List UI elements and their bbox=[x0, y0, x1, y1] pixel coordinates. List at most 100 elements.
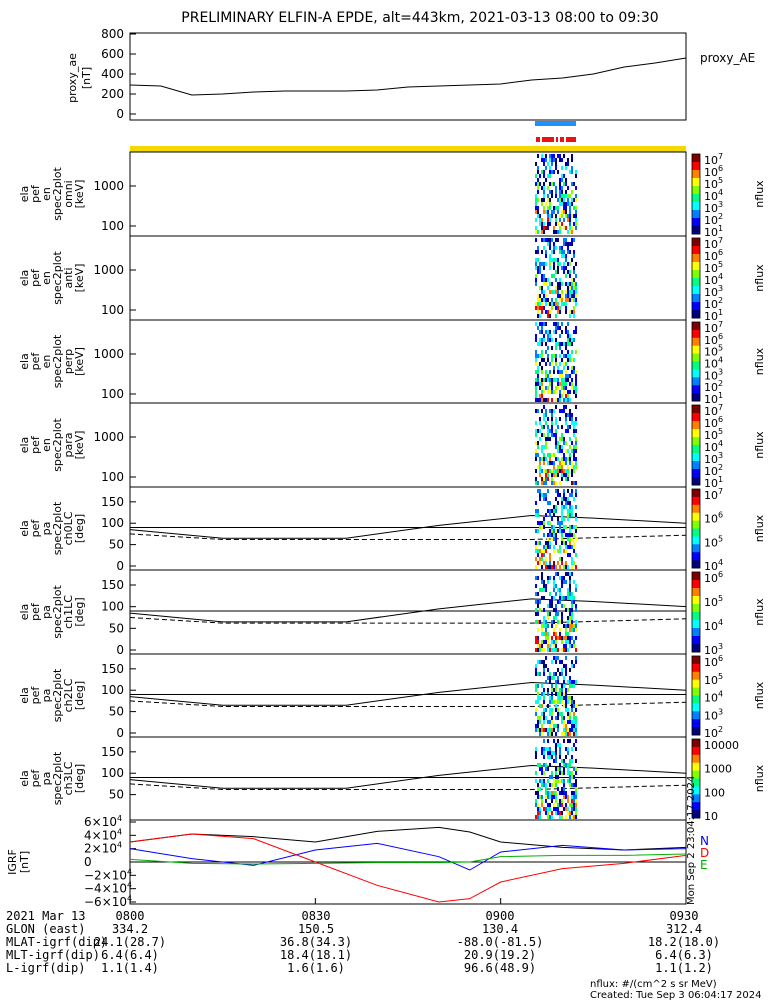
colorbar-tick-label: 106 bbox=[704, 332, 723, 347]
igrf-ytick-label-base: 6×10 bbox=[84, 815, 117, 829]
colorbar-segment bbox=[692, 544, 700, 547]
spectrogram-pixel bbox=[573, 469, 575, 473]
spectrogram-pixel bbox=[563, 525, 565, 529]
colorbar-label: nflux bbox=[753, 264, 766, 292]
spectrogram-pixel bbox=[571, 644, 573, 648]
spectrogram-pixel bbox=[567, 425, 569, 429]
spectrogram-pixel bbox=[545, 481, 547, 485]
spectrogram-pixel bbox=[547, 755, 549, 759]
spectrogram-pixel bbox=[535, 712, 537, 716]
spectrogram-pixel bbox=[561, 811, 563, 815]
igrf-ytick-label-exp: 4 bbox=[127, 867, 132, 876]
spectrogram-pixel bbox=[541, 366, 543, 370]
spectrogram-pixel bbox=[543, 226, 545, 230]
spectrogram-pixel bbox=[573, 803, 575, 807]
spectrogram-pixel bbox=[571, 342, 573, 346]
panel-ylabel-line: pef bbox=[29, 184, 42, 203]
spectrogram-pixel bbox=[547, 521, 549, 525]
spectrogram-pixel bbox=[545, 238, 547, 242]
spectrogram-pixel bbox=[549, 529, 551, 533]
colorbar-tick-label-exp: 2 bbox=[718, 296, 723, 305]
spectrogram-pixel bbox=[549, 708, 551, 712]
spectrogram-pixel bbox=[573, 338, 575, 342]
footer-row-label: GLON (east) bbox=[6, 922, 85, 936]
colorbar-tick-label: 103 bbox=[704, 367, 723, 382]
spectrogram-pixel bbox=[535, 529, 537, 533]
spectrogram-pixel bbox=[561, 505, 563, 509]
colorbar-segment bbox=[692, 224, 700, 227]
spectrogram-pixel bbox=[575, 386, 577, 390]
colorbar-segment bbox=[692, 731, 700, 734]
spectrogram-pixel bbox=[569, 716, 571, 720]
spectrogram-pixel bbox=[565, 545, 567, 549]
colorbar-segment bbox=[692, 407, 700, 410]
spectrogram-pixel bbox=[543, 174, 545, 178]
panel-axes-frame bbox=[129, 319, 687, 404]
colorbar-tick-label: 10000 bbox=[704, 739, 739, 752]
spectrogram-pixel bbox=[537, 811, 539, 815]
spectrogram-pixel bbox=[565, 254, 567, 258]
colorbar-segment bbox=[692, 325, 700, 329]
spectrogram-pixel bbox=[551, 477, 553, 481]
spectrogram-pixel bbox=[539, 465, 541, 469]
spectrogram-pixel bbox=[555, 246, 557, 250]
spectrogram-pixel bbox=[535, 226, 537, 230]
spectrogram-pixel bbox=[569, 425, 571, 429]
spectrogram-pixel bbox=[555, 811, 557, 815]
spectrogram-pixel bbox=[553, 378, 555, 382]
spectrogram-pixel bbox=[567, 250, 569, 254]
ae-ytick-label: 200 bbox=[101, 87, 124, 101]
spectrogram-pixel bbox=[575, 390, 577, 394]
spectrogram-pixel bbox=[575, 584, 577, 588]
spectrogram-pixel bbox=[559, 755, 561, 759]
colorbar-tick-label: 102 bbox=[704, 379, 723, 394]
spectrogram-pixel bbox=[561, 342, 563, 346]
colorbar-segment bbox=[692, 158, 700, 161]
spectrogram-pixel bbox=[537, 787, 539, 791]
spectrogram-pixel bbox=[541, 262, 543, 266]
spectrogram-pixel bbox=[551, 815, 553, 819]
spectrogram-pixel bbox=[565, 306, 567, 310]
spectrogram-pixel bbox=[535, 238, 537, 242]
spectrogram-pixel bbox=[563, 680, 565, 684]
colorbar-tick-label: 106 bbox=[704, 248, 723, 263]
spectrogram-pixel bbox=[567, 807, 569, 811]
colorbar-tick-label-exp: 6 bbox=[718, 415, 723, 424]
spectrogram-pixel bbox=[561, 214, 563, 218]
spectrogram-pixel bbox=[551, 708, 553, 712]
spectrogram-pixel bbox=[547, 624, 549, 628]
colorbar-segment bbox=[692, 604, 700, 607]
spectrogram-pixel bbox=[567, 565, 569, 569]
colorbar-segment bbox=[692, 562, 700, 565]
spectrogram-pixel bbox=[535, 648, 537, 652]
spectrogram-pixel bbox=[573, 421, 575, 425]
spectrogram-pixel bbox=[541, 565, 543, 569]
colorbar-tick-label: 104 bbox=[704, 439, 723, 454]
colorbar-tick-label: 107 bbox=[704, 487, 723, 502]
spectrogram-pixel bbox=[549, 330, 551, 334]
spectrogram-pixel bbox=[545, 378, 547, 382]
spectrogram-pixel bbox=[549, 815, 551, 819]
spectrogram-pixel bbox=[563, 505, 565, 509]
spectrogram-pixel bbox=[571, 696, 573, 700]
panel-axes-frame bbox=[129, 653, 687, 738]
igrf-ytick-label-base: −4×10 bbox=[84, 882, 127, 896]
colorbar-segment bbox=[692, 644, 700, 647]
spectrogram-pixel bbox=[553, 672, 555, 676]
spectrogram-pixel bbox=[543, 170, 545, 174]
spectrogram-pixel bbox=[559, 600, 561, 604]
colorbar-segment bbox=[692, 788, 700, 791]
spectrogram-pixel bbox=[573, 290, 575, 294]
spectrogram-pixel bbox=[535, 728, 537, 732]
panel-ylabel-line: anti bbox=[62, 267, 75, 288]
spectrogram-pixel bbox=[571, 366, 573, 370]
spectrogram-pixel bbox=[539, 429, 541, 433]
colorbar-segment bbox=[692, 331, 700, 335]
spectrogram-pixel bbox=[547, 334, 549, 338]
colorbar-segment bbox=[692, 550, 700, 553]
spectrogram-pixel bbox=[539, 549, 541, 553]
colorbar-segment bbox=[692, 190, 700, 193]
spectrogram-pixel bbox=[535, 370, 537, 374]
colorbar-segment bbox=[692, 691, 700, 695]
spectrogram-pixel bbox=[535, 398, 537, 402]
